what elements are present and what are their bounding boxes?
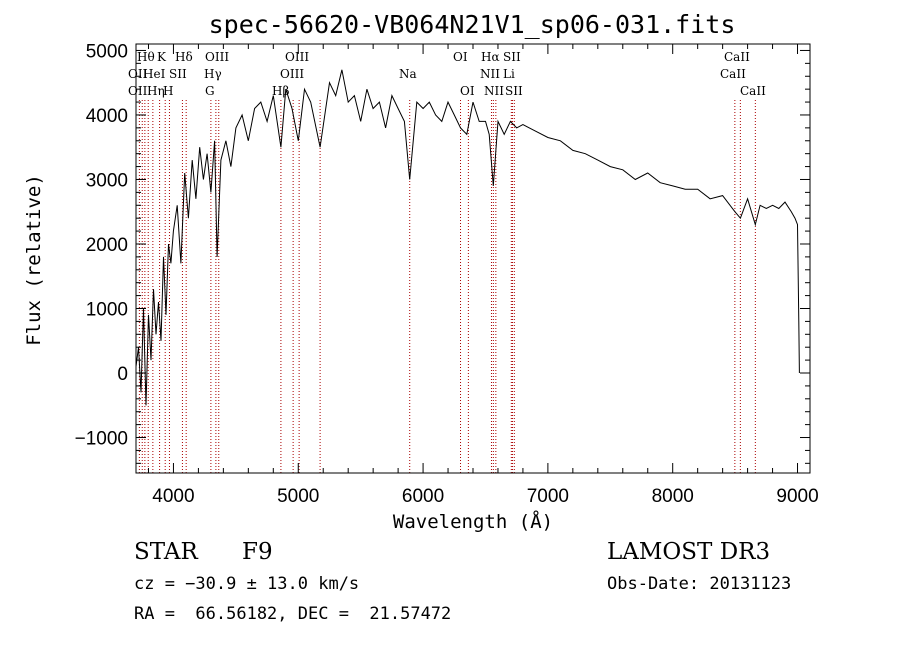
line-label: Hγ — [204, 67, 222, 81]
line-label: OIII — [285, 50, 309, 64]
x-tick-label: 6000 — [402, 486, 444, 507]
line-label: OII — [128, 67, 148, 81]
line-label: SII — [169, 67, 187, 81]
y-tick-label: 1000 — [86, 299, 128, 320]
x-axis-label: Wavelength (Å) — [393, 510, 553, 533]
line-label: H — [163, 84, 173, 98]
redshift-value: cz = −30.9 ± 13.0 km/s — [134, 574, 360, 594]
line-label: OI — [460, 84, 475, 98]
line-label: CaII — [740, 84, 766, 98]
spectral-line-markers — [138, 100, 756, 473]
y-tick-label: −1000 — [75, 429, 128, 450]
chart-title: spec-56620-VB064N21V1_sp06-031.fits — [209, 10, 736, 39]
line-label: NII — [480, 67, 500, 81]
line-labels-bottom: OII Hη H G Hβ OI NII SII CaII — [128, 84, 766, 98]
line-label: Hη — [147, 84, 165, 98]
spectral-subclass: F9 — [242, 539, 273, 565]
line-label: CaII — [724, 50, 750, 64]
y-tick-label: 3000 — [86, 170, 128, 191]
y-tick-label: 5000 — [86, 41, 128, 62]
object-type: STAR — [134, 539, 198, 565]
x-tick-label: 5000 — [277, 486, 319, 507]
x-tick-label: 7000 — [527, 486, 569, 507]
line-label: Hθ — [137, 50, 155, 64]
line-label: SII — [503, 50, 521, 64]
observation-date: Obs-Date: 20131123 — [607, 574, 792, 594]
y-tick-label: 2000 — [86, 235, 128, 256]
x-tick-label: 8000 — [652, 486, 694, 507]
line-label: OII — [128, 84, 148, 98]
x-axis-ticks: 4000 5000 6000 7000 8000 9000 — [147, 44, 819, 507]
x-tick-label: 4000 — [152, 486, 194, 507]
line-label: Li — [503, 67, 515, 81]
line-label: NII — [484, 84, 504, 98]
line-label: K — [157, 50, 167, 64]
survey-name: LAMOST DR3 — [607, 539, 771, 565]
y-axis-label: Flux (relative) — [23, 174, 45, 346]
line-label: Hδ — [175, 50, 193, 64]
line-label: Na — [399, 67, 417, 81]
line-label: OI — [453, 50, 468, 64]
coordinates: RA = 66.56182, DEC = 21.57472 — [134, 604, 452, 624]
line-label: Hα — [481, 50, 500, 64]
y-axis-ticks: −1000 0 1000 2000 3000 4000 5000 — [75, 41, 810, 464]
line-label: G — [205, 84, 215, 98]
line-labels-middle: OII HeI SII Hγ OIII Na NII Li CaII — [128, 67, 746, 81]
plot-frame — [135, 43, 811, 474]
line-labels-top: Hθ K Hδ OIII OIII OI Hα SII CaII — [137, 50, 750, 64]
y-tick-label: 0 — [117, 364, 128, 385]
line-label: CaII — [720, 67, 746, 81]
y-tick-label: 4000 — [86, 106, 128, 127]
spectrum-series — [135, 69, 800, 406]
x-tick-label: 9000 — [776, 486, 818, 507]
line-label: OIII — [280, 67, 304, 81]
line-label: HeI — [143, 67, 166, 81]
line-label: SII — [505, 84, 523, 98]
line-label: Hβ — [272, 84, 289, 98]
line-label: OIII — [205, 50, 229, 64]
